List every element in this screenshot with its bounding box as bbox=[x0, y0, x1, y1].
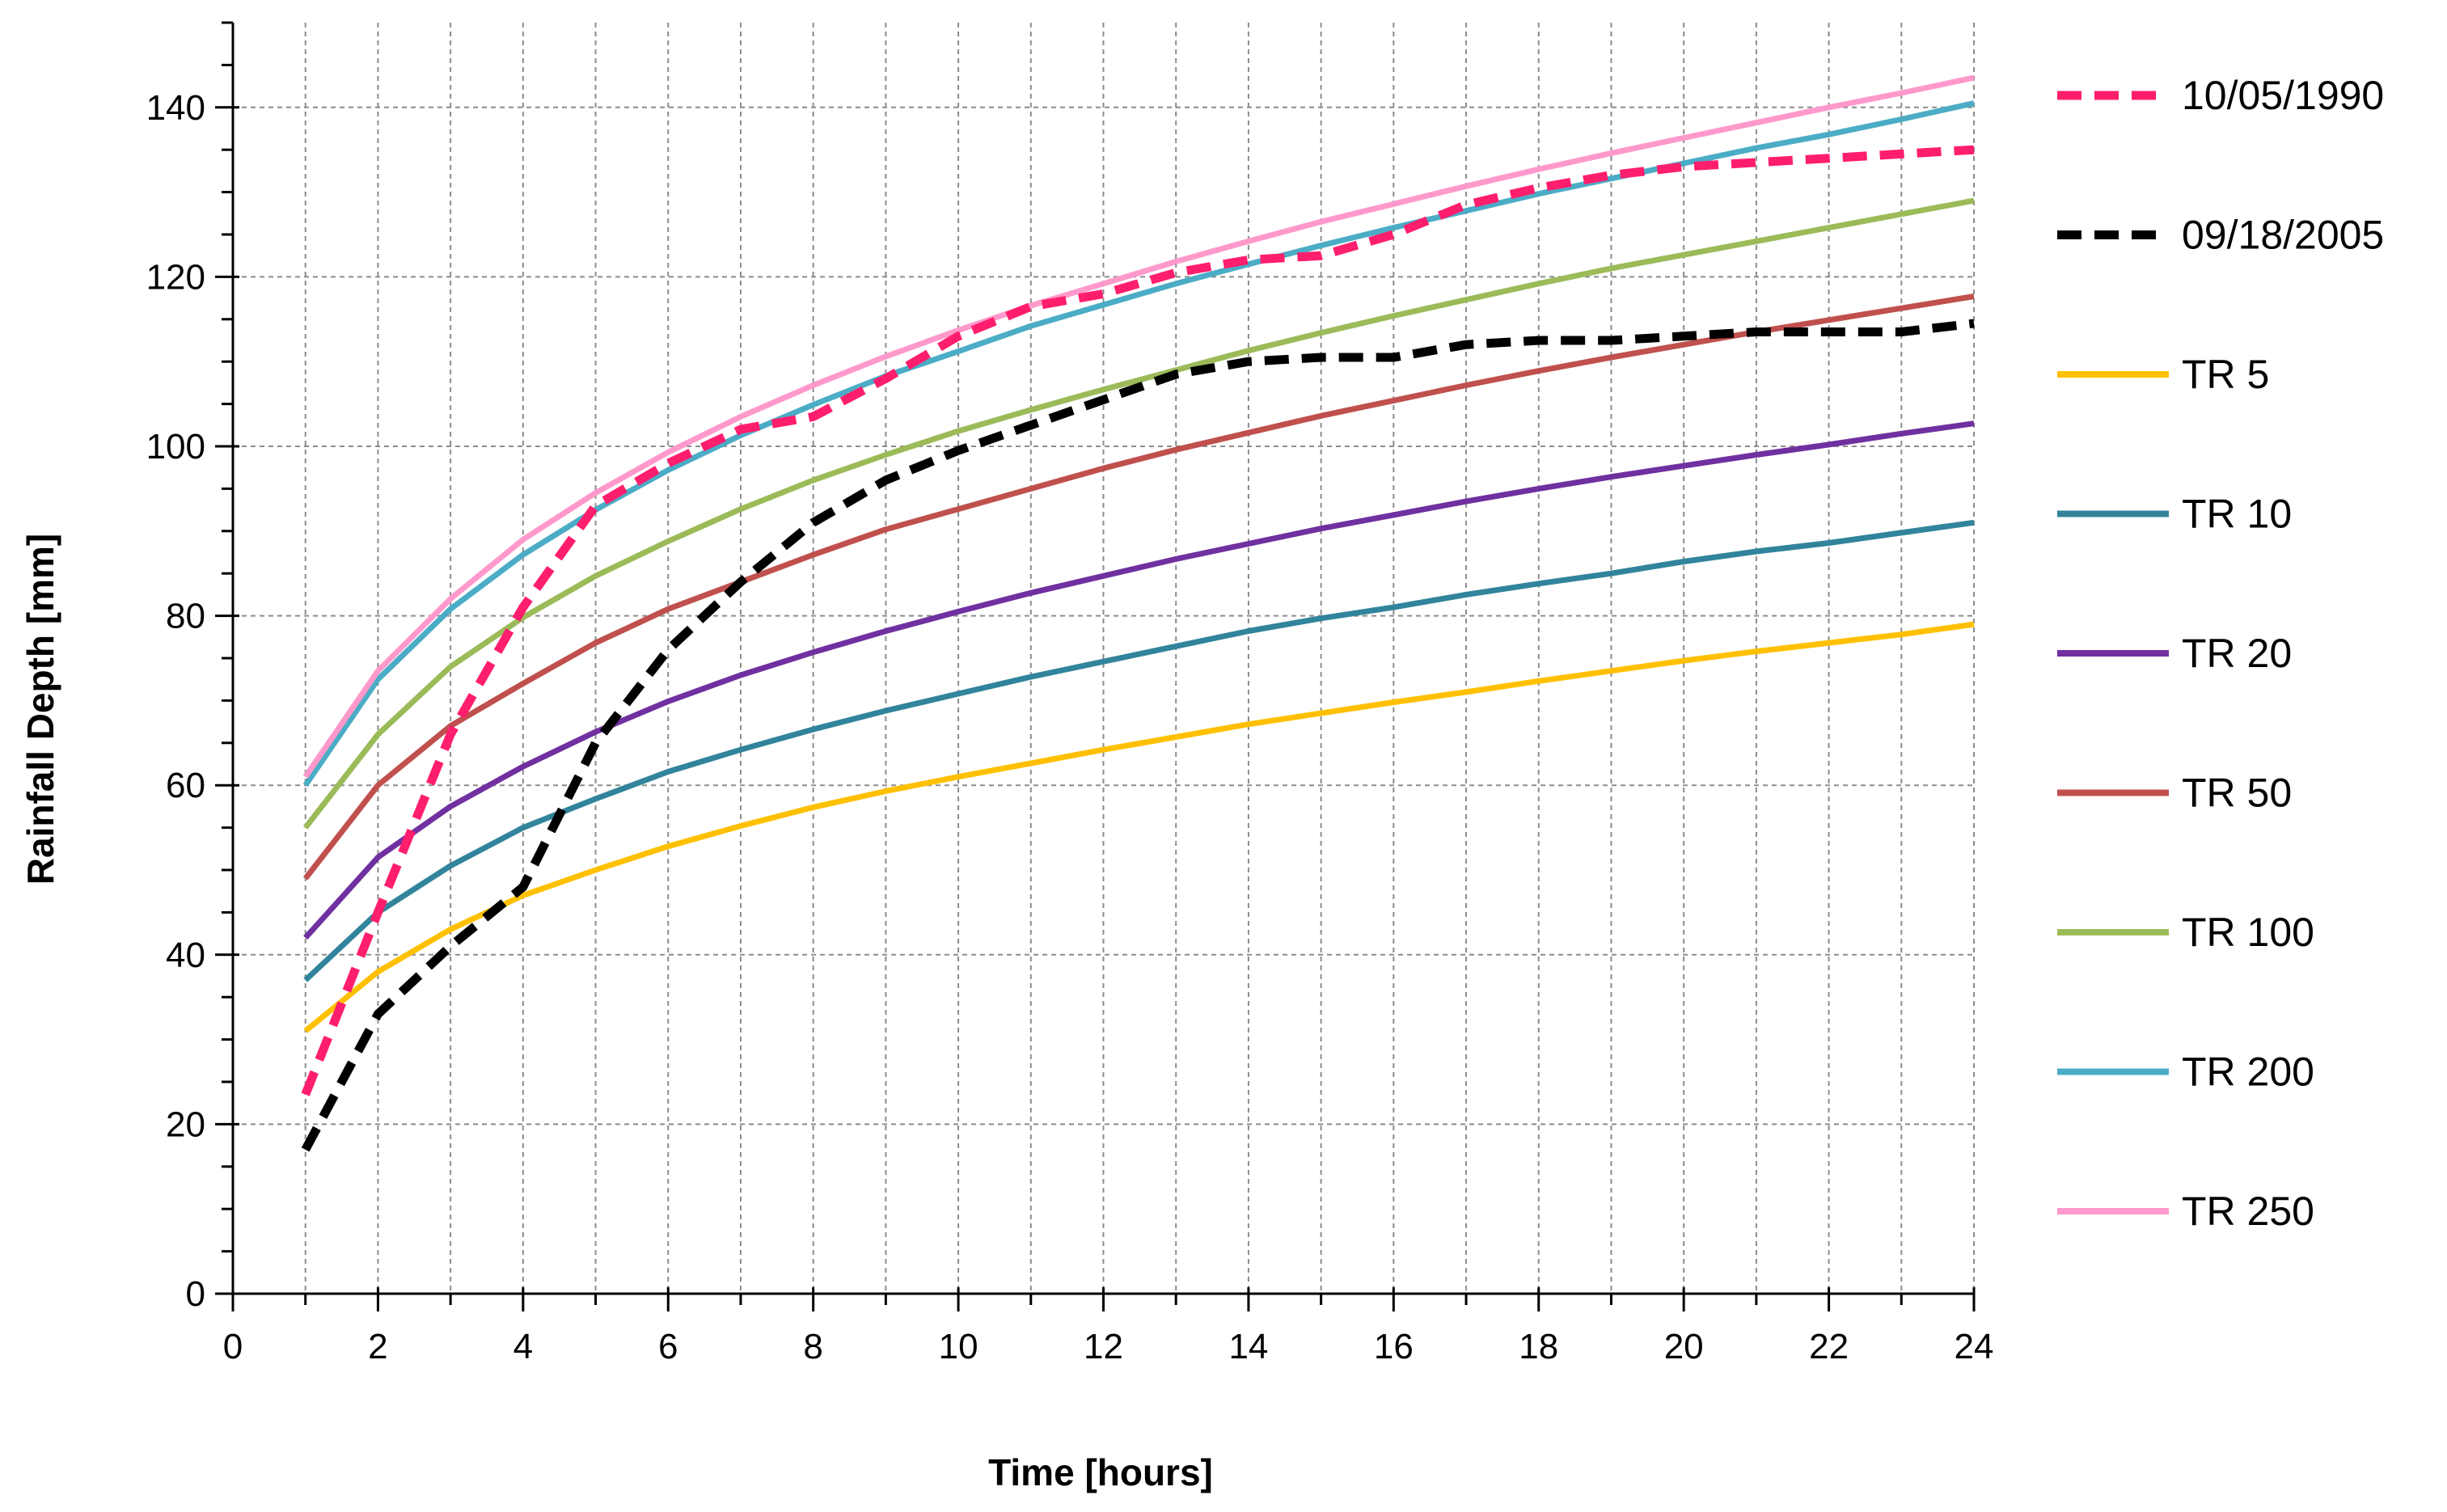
series-line-tr-200 bbox=[302, 100, 1975, 788]
x-tick-label: 8 bbox=[803, 1327, 822, 1366]
series-line-tr-50 bbox=[302, 294, 1975, 881]
legend: 10/05/1990 09/18/2005 TR 5 TR 10 TR 20 TR 50 T… bbox=[2057, 73, 2384, 1234]
y-axis-title: Rainfall Depth [mm] bbox=[19, 534, 61, 885]
x-tick-label: 18 bbox=[1519, 1327, 1558, 1366]
x-tick-label: 6 bbox=[658, 1327, 678, 1366]
x-tick-label: 0 bbox=[223, 1327, 243, 1366]
x-tick-label: 4 bbox=[513, 1327, 533, 1366]
y-tick-label: 140 bbox=[146, 88, 205, 128]
x-tick-label: 14 bbox=[1228, 1327, 1268, 1366]
series-line-tr-250 bbox=[302, 74, 1975, 779]
data-series bbox=[301, 74, 1975, 1152]
x-tick-label: 24 bbox=[1955, 1327, 1994, 1366]
x-tick-label: 20 bbox=[1664, 1327, 1704, 1366]
y-tick-label: 0 bbox=[186, 1274, 205, 1314]
x-tick-label: 10 bbox=[939, 1327, 978, 1366]
legend-label-tr-100: TR 100 bbox=[2182, 910, 2314, 955]
legend-label-tr-250: TR 250 bbox=[2182, 1189, 2314, 1234]
y-tick-label: 20 bbox=[166, 1104, 205, 1144]
legend-label-tr-20: TR 20 bbox=[2182, 631, 2292, 676]
x-tick-label: 22 bbox=[1809, 1327, 1849, 1366]
series-line-10-05-1990 bbox=[301, 145, 1975, 1096]
series-line-tr-20 bbox=[303, 420, 1975, 940]
legend-label-10-05-1990: 10/05/1990 bbox=[2182, 73, 2384, 118]
x-tick-label: 12 bbox=[1084, 1327, 1123, 1366]
x-axis-title: Time [hours] bbox=[988, 1451, 1213, 1493]
axes bbox=[215, 21, 1976, 1311]
legend-label-09-18-2005: 09/18/2005 bbox=[2182, 213, 2384, 258]
y-tick-label: 80 bbox=[166, 597, 205, 636]
legend-label-tr-10: TR 10 bbox=[2182, 492, 2292, 537]
y-tick-label: 40 bbox=[166, 935, 205, 975]
legend-label-tr-200: TR 200 bbox=[2182, 1050, 2314, 1095]
y-tick-label: 60 bbox=[166, 766, 205, 805]
series-line-09-18-2005 bbox=[301, 319, 1975, 1152]
series-line-tr-5 bbox=[303, 621, 1975, 1033]
series-line-tr-10 bbox=[303, 519, 1975, 982]
legend-label-tr-50: TR 50 bbox=[2182, 771, 2292, 816]
legend-label-tr-5: TR 5 bbox=[2182, 352, 2269, 397]
series-line-tr-100 bbox=[302, 197, 1975, 830]
grid bbox=[233, 23, 1975, 1294]
y-tick-label: 120 bbox=[146, 257, 205, 297]
y-tick-label: 100 bbox=[146, 427, 205, 467]
x-tick-label: 16 bbox=[1374, 1327, 1414, 1366]
x-tick-label: 2 bbox=[368, 1327, 387, 1366]
